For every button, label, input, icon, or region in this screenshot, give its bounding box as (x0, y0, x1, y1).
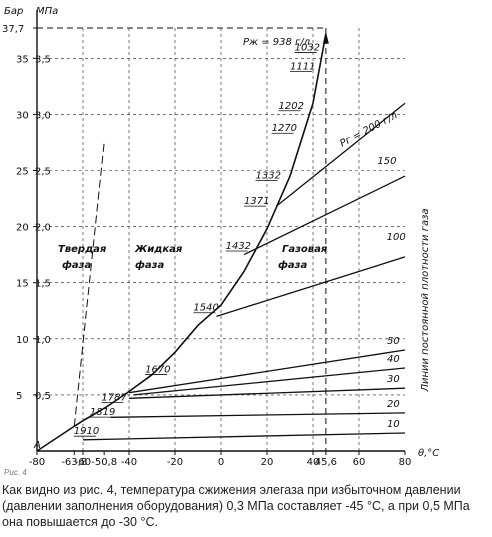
x-tick-label: 45,6 (315, 457, 337, 467)
y-tick-label-bar: 35 (16, 54, 29, 65)
isochore-line (216, 256, 406, 318)
x-tick-label: -20 (167, 457, 183, 467)
critical-density-label: Рж = 938 г/л (243, 37, 311, 48)
isochore-line (133, 367, 406, 396)
liquid-density-label: 1032 (295, 42, 320, 53)
phase-liquid-line2: фаза (135, 259, 164, 271)
x-tick-label: -63,8 (61, 457, 87, 467)
isochore-line (128, 387, 406, 399)
x-tick-label: 40 (307, 457, 320, 467)
y-tick-label-bar: 15 (16, 279, 29, 290)
x-tick-label: -40 (121, 457, 137, 467)
x-tick-label: -50,8 (91, 457, 117, 467)
isochore-line (243, 175, 406, 256)
isochore-line (128, 349, 406, 394)
body-paragraph: Как видно из рис. 4, температура сжижени… (2, 483, 470, 529)
figure-caption: Рис. 4 (4, 468, 27, 477)
isochore-label: 50 (387, 336, 400, 347)
y-tick-label-bar: 10 (16, 335, 29, 346)
x-tick-label: 60 (353, 457, 366, 467)
chart-grid (37, 27, 405, 451)
chart-labels: 10 20 30 40 50 100 150 1910 1819 1787 1670 1540 1432… (73, 42, 406, 437)
isochore-line (275, 102, 406, 207)
y-axis-label-mpa: МПа (36, 6, 58, 17)
isochore-label: 150 (377, 156, 396, 167)
sublimation-curve (36, 425, 75, 452)
liquid-density-label: 1332 (256, 170, 281, 181)
phase-gas-line1: Газовая (282, 244, 328, 255)
y-tick-label-bar: 37,7 (2, 24, 24, 35)
isochore-label: 100 (387, 232, 406, 243)
liquid-density-label: 1270 (272, 123, 297, 134)
isochore-line (110, 412, 406, 418)
isochore-label: 30 (387, 374, 400, 385)
y-tick-label-mpa: 3,5 (35, 54, 51, 65)
phase-solid-line2: фаза (62, 259, 91, 271)
x-tick-label: 80 (399, 457, 412, 467)
phase-gas-line2: фаза (278, 259, 307, 271)
liquid-density-label: 1540 (193, 303, 218, 314)
liquid-density-label: 1432 (226, 241, 251, 252)
phase-solid-line1: Твердая (58, 244, 107, 255)
isochore-vertical-label: Линии постоянной плотности газа (420, 208, 431, 392)
x-tick-label: 20 (261, 457, 274, 467)
y-tick-label-mpa: 2,0 (35, 223, 51, 234)
melting-line (73, 142, 105, 427)
y-tick-label-mpa: 1,0 (35, 335, 51, 346)
saturation-curve (73, 33, 327, 427)
liquid-density-label: 1910 (74, 426, 99, 437)
liquid-density-label: 1787 (101, 393, 127, 404)
y-tick-label-bar: 30 (16, 110, 29, 121)
phase-liquid-line1: Жидкая (134, 244, 183, 255)
gas-density-label: Рг = 200 г/л (338, 110, 400, 150)
y-tick-label-mpa: 0,5 (35, 391, 51, 402)
point-a-label: А (33, 440, 41, 451)
critical-point-arrow (322, 31, 329, 44)
y-tick-label-bar: 20 (16, 223, 29, 234)
isochore-label: 20 (387, 399, 400, 410)
liquid-density-label: 1819 (90, 407, 115, 418)
isochore-label: 40 (387, 354, 400, 365)
isochore-line (82, 432, 406, 441)
liquid-density-label: 1371 (244, 196, 269, 207)
x-axis-label: θ,°C (418, 448, 439, 459)
x-tick-label: 0 (218, 457, 224, 467)
liquid-density-label: 1111 (290, 62, 315, 73)
x-tick-label: -60 (75, 457, 91, 467)
y-tick-label-bar: 5 (16, 391, 22, 402)
y-tick-label-bar: 25 (16, 166, 29, 177)
y-tick-label-mpa: 1,5 (35, 279, 51, 290)
liquid-density-label: 1670 (145, 364, 170, 375)
liquid-density-label: 1202 (279, 101, 304, 112)
chart-curves (36, 31, 406, 452)
y-tick-label-mpa: 3,0 (35, 110, 51, 121)
isochore-label: 10 (387, 419, 400, 430)
y-axis-label-bar: Бар (4, 6, 23, 17)
x-tick-label: -80 (29, 457, 45, 467)
y-tick-label-mpa: 2,5 (35, 166, 51, 177)
